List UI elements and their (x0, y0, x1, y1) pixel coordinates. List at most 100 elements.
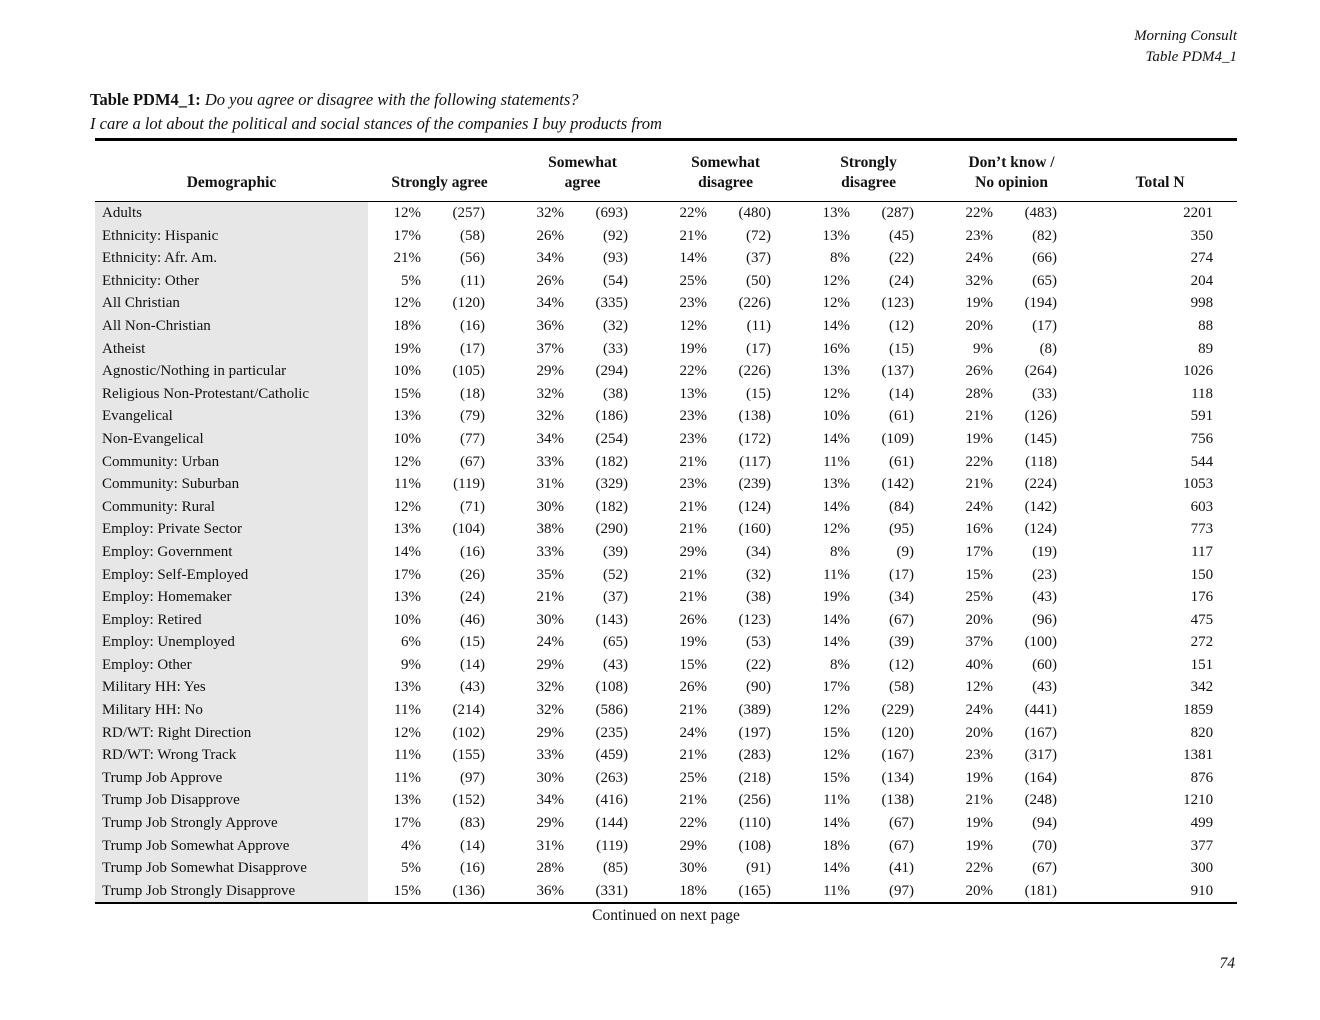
count-cell: (67) (889, 837, 915, 854)
percent-cell: 29% (536, 656, 565, 673)
percent-cell: 21% (965, 476, 994, 493)
percent-cell: 13% (822, 227, 851, 244)
count-cell: (17) (1032, 317, 1058, 334)
count-cell: (263) (595, 769, 629, 786)
count-cell: (39) (889, 634, 915, 651)
percent-cell: 12% (965, 679, 994, 696)
percent-cell: 8% (830, 543, 851, 560)
percent-cell: 24% (965, 702, 994, 719)
count-cell: (38) (746, 589, 772, 606)
count-cell: (142) (881, 476, 915, 493)
count-cell: (164) (1024, 769, 1058, 786)
count-cell: (257) (452, 205, 486, 221)
table-row: Community: Rural 12% (71) 30% (182) 21% (124) 1… (95, 495, 1237, 519)
count-cell: (33) (603, 340, 629, 357)
count-cell: (329) (595, 476, 629, 493)
percent-cell: 4% (401, 837, 421, 854)
percent-cell: 34% (536, 295, 565, 312)
count-cell: (145) (1024, 430, 1058, 447)
percent-cell: 24% (679, 724, 708, 741)
total-n-cell: 1859 (1183, 702, 1214, 719)
percent-cell: 12% (393, 724, 422, 741)
table-row: Employ: Other 9% (14) 29% (43) 15% (22) 8% (12) 4… (95, 653, 1237, 677)
demographic-cell: Employ: Unemployed (95, 631, 368, 654)
total-n-cell: 1381 (1183, 747, 1214, 764)
percent-cell: 12% (393, 205, 422, 221)
count-cell: (67) (889, 611, 915, 628)
total-n-cell: 350 (1190, 227, 1214, 244)
count-cell: (331) (595, 882, 629, 899)
count-cell: (79) (460, 408, 486, 425)
count-cell: (65) (1032, 272, 1058, 289)
table-reference: Table PDM4_1 (1145, 49, 1237, 65)
count-cell: (138) (881, 792, 915, 809)
count-cell: (97) (460, 769, 486, 786)
total-n-cell: 910 (1190, 882, 1214, 899)
total-n-cell: 377 (1190, 837, 1214, 854)
count-cell: (124) (738, 498, 772, 515)
count-cell: (15) (889, 340, 915, 357)
count-cell: (91) (746, 860, 772, 877)
total-n-cell: 88 (1198, 317, 1214, 334)
percent-cell: 11% (823, 882, 851, 899)
table-row: Trump Job Strongly Approve 17% (83) 29% (144… (95, 812, 1237, 835)
demographic-cell: Ethnicity: Afr. Am. (95, 247, 368, 270)
continued-note: Continued on next page (592, 907, 740, 925)
total-n-cell: 603 (1190, 498, 1214, 515)
count-cell: (137) (881, 363, 915, 380)
table-row: Employ: Government 14% (16) 33% (39) 29% (34) 8… (95, 540, 1237, 564)
percent-cell: 37% (536, 340, 565, 357)
table-row: All Non-Christian 18% (16) 36% (32) 12% (11) 14… (95, 314, 1237, 338)
count-cell: (16) (460, 860, 486, 877)
percent-cell: 23% (679, 295, 708, 312)
total-n-cell: 89 (1198, 340, 1214, 357)
count-cell: (66) (1032, 250, 1058, 267)
count-cell: (24) (460, 589, 486, 606)
percent-cell: 14% (822, 430, 851, 447)
percent-cell: 11% (823, 453, 851, 470)
demographic-cell: Trump Job Somewhat Approve (95, 834, 368, 858)
count-cell: (144) (595, 815, 629, 832)
percent-cell: 34% (536, 430, 565, 447)
count-cell: (38) (603, 385, 629, 402)
percent-cell: 40% (965, 656, 994, 673)
total-n-cell: 300 (1190, 860, 1214, 877)
percent-cell: 16% (965, 521, 994, 538)
total-n-cell: 1026 (1183, 363, 1214, 380)
count-cell: (165) (738, 882, 772, 899)
count-cell: (226) (738, 295, 772, 312)
percent-cell: 19% (393, 340, 422, 357)
total-n-cell: 591 (1190, 408, 1214, 425)
table-row: Community: Suburban 11% (119) 31% (329) 23% (2… (95, 473, 1237, 496)
percent-cell: 5% (401, 272, 421, 289)
percent-cell: 15% (393, 882, 422, 899)
count-cell: (138) (738, 408, 772, 425)
count-cell: (181) (1024, 882, 1058, 899)
percent-cell: 17% (393, 815, 422, 832)
count-cell: (58) (460, 227, 486, 244)
count-cell: (43) (460, 679, 486, 696)
demographic-cell: RD/WT: Right Direction (95, 721, 368, 745)
total-n-cell: 756 (1190, 430, 1214, 447)
count-cell: (104) (452, 521, 486, 538)
percent-cell: 25% (679, 769, 708, 786)
percent-cell: 34% (536, 250, 565, 267)
percent-cell: 11% (394, 476, 421, 493)
count-cell: (85) (603, 860, 629, 877)
table-body: Adults 12% (257) 32% (693) 22% (480) 13% (287) 22… (95, 201, 1237, 904)
percent-cell: 12% (822, 521, 851, 538)
percent-cell: 12% (393, 453, 422, 470)
count-cell: (459) (595, 747, 629, 764)
document-header: Morning Consult Table PDM4_1 (1134, 26, 1237, 68)
percent-cell: 37% (965, 634, 994, 651)
count-cell: (134) (881, 769, 915, 786)
percent-cell: 32% (536, 679, 565, 696)
percent-cell: 26% (679, 679, 708, 696)
percent-cell: 18% (393, 317, 422, 334)
percent-cell: 30% (536, 498, 565, 515)
total-n-cell: 2201 (1183, 205, 1214, 221)
percent-cell: 33% (536, 543, 565, 560)
count-cell: (229) (881, 702, 915, 719)
count-cell: (441) (1024, 702, 1058, 719)
percent-cell: 21% (679, 521, 708, 538)
